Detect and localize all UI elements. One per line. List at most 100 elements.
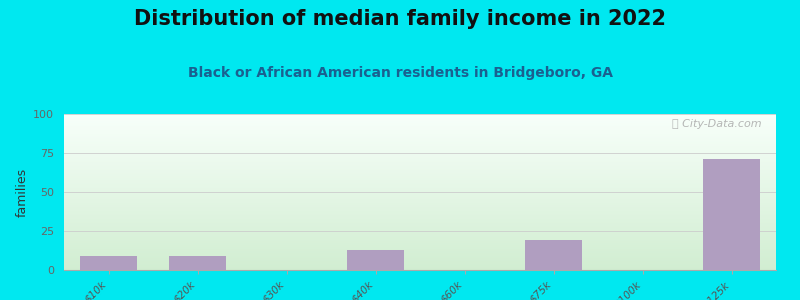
Bar bbox=[64, 129, 776, 130]
Bar bbox=[64, 220, 776, 221]
Bar bbox=[64, 153, 776, 154]
Bar bbox=[64, 239, 776, 240]
Bar bbox=[64, 114, 776, 115]
Bar bbox=[64, 237, 776, 238]
Bar bbox=[64, 246, 776, 247]
Text: ⓘ City-Data.com: ⓘ City-Data.com bbox=[672, 119, 762, 129]
Bar bbox=[64, 233, 776, 234]
Bar bbox=[64, 120, 776, 121]
Bar bbox=[64, 268, 776, 269]
Bar bbox=[64, 132, 776, 133]
Bar bbox=[64, 141, 776, 142]
Bar bbox=[64, 160, 776, 161]
Bar bbox=[64, 185, 776, 186]
Bar bbox=[346, 250, 405, 270]
Bar bbox=[64, 192, 776, 193]
Bar bbox=[64, 218, 776, 219]
Bar bbox=[64, 180, 776, 181]
Bar bbox=[64, 213, 776, 214]
Bar bbox=[64, 240, 776, 241]
Bar bbox=[64, 152, 776, 153]
Bar bbox=[64, 182, 776, 183]
Bar bbox=[64, 157, 776, 158]
Bar bbox=[64, 156, 776, 157]
Bar bbox=[64, 262, 776, 263]
Bar bbox=[64, 189, 776, 190]
Bar bbox=[64, 169, 776, 170]
Bar bbox=[64, 139, 776, 140]
Bar bbox=[64, 138, 776, 139]
Bar bbox=[64, 267, 776, 268]
Bar bbox=[64, 173, 776, 174]
Bar bbox=[64, 130, 776, 131]
Bar bbox=[64, 116, 776, 117]
Bar bbox=[64, 198, 776, 199]
Y-axis label: families: families bbox=[16, 167, 29, 217]
Bar bbox=[64, 266, 776, 267]
Bar bbox=[64, 136, 776, 137]
Bar bbox=[64, 146, 776, 147]
Bar bbox=[64, 232, 776, 233]
Bar bbox=[64, 172, 776, 173]
Bar bbox=[64, 123, 776, 124]
Bar bbox=[64, 252, 776, 253]
Bar bbox=[64, 221, 776, 222]
Bar bbox=[525, 240, 582, 270]
Bar bbox=[64, 251, 776, 252]
Bar bbox=[64, 119, 776, 120]
Bar bbox=[64, 215, 776, 216]
Bar bbox=[64, 122, 776, 123]
Bar bbox=[64, 167, 776, 168]
Bar bbox=[64, 249, 776, 250]
Bar bbox=[64, 223, 776, 224]
Bar bbox=[64, 231, 776, 232]
Bar bbox=[64, 200, 776, 201]
Bar bbox=[64, 207, 776, 208]
Bar bbox=[64, 227, 776, 228]
Bar bbox=[64, 187, 776, 188]
Bar bbox=[64, 174, 776, 175]
Bar bbox=[64, 229, 776, 230]
Bar bbox=[64, 134, 776, 135]
Bar bbox=[64, 181, 776, 182]
Bar bbox=[64, 166, 776, 167]
Bar bbox=[64, 245, 776, 246]
Bar bbox=[64, 151, 776, 152]
Bar bbox=[64, 202, 776, 203]
Bar bbox=[64, 140, 776, 141]
Bar bbox=[64, 117, 776, 118]
Bar bbox=[64, 133, 776, 134]
Bar bbox=[64, 254, 776, 255]
Bar bbox=[64, 226, 776, 227]
Bar bbox=[64, 142, 776, 143]
Bar bbox=[64, 118, 776, 119]
Bar bbox=[64, 224, 776, 225]
Bar bbox=[64, 125, 776, 126]
Bar bbox=[64, 115, 776, 116]
Bar bbox=[64, 259, 776, 260]
Bar bbox=[64, 235, 776, 236]
Bar bbox=[64, 230, 776, 231]
Bar bbox=[64, 260, 776, 261]
Bar bbox=[702, 159, 761, 270]
Bar bbox=[64, 258, 776, 259]
Bar bbox=[64, 196, 776, 197]
Bar bbox=[64, 204, 776, 205]
Bar bbox=[64, 255, 776, 256]
Bar bbox=[64, 193, 776, 194]
Bar bbox=[64, 183, 776, 184]
Bar bbox=[64, 186, 776, 187]
Bar bbox=[64, 169, 776, 170]
Bar bbox=[64, 126, 776, 127]
Text: Distribution of median family income in 2022: Distribution of median family income in … bbox=[134, 9, 666, 29]
Bar bbox=[169, 256, 226, 270]
Bar bbox=[64, 269, 776, 270]
Bar bbox=[64, 159, 776, 160]
Bar bbox=[64, 261, 776, 262]
Bar bbox=[64, 212, 776, 213]
Bar bbox=[64, 191, 776, 192]
Bar bbox=[64, 208, 776, 209]
Bar bbox=[64, 244, 776, 245]
Bar bbox=[64, 197, 776, 198]
Bar bbox=[64, 179, 776, 180]
